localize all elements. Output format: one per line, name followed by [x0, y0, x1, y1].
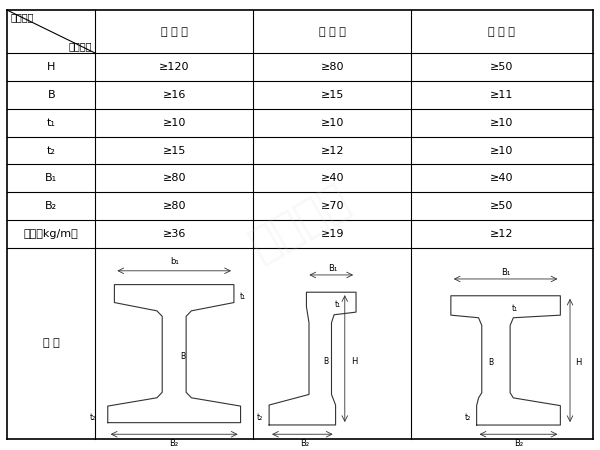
Text: ≥120: ≥120	[159, 62, 190, 72]
Text: B: B	[488, 359, 493, 368]
Text: ≥15: ≥15	[320, 90, 344, 100]
Text: B₂: B₂	[301, 439, 310, 448]
Text: ≥10: ≥10	[163, 118, 186, 128]
Text: B₁: B₁	[501, 268, 510, 277]
Text: B₂: B₂	[514, 439, 523, 448]
Text: ≥10: ≥10	[490, 118, 514, 128]
Text: ≥15: ≥15	[163, 145, 186, 156]
Text: ≥11: ≥11	[490, 90, 514, 100]
Text: ≥40: ≥40	[320, 173, 344, 184]
Text: ≥80: ≥80	[163, 173, 186, 184]
Text: B₂: B₂	[45, 201, 58, 211]
Text: B₁: B₁	[328, 264, 337, 273]
Text: B: B	[47, 90, 55, 100]
Text: 钢梁类别: 钢梁类别	[10, 13, 34, 22]
Text: H: H	[575, 359, 581, 368]
Text: ≥70: ≥70	[320, 201, 344, 211]
Text: 边 梁 钢: 边 梁 钢	[319, 27, 346, 36]
Text: ≥50: ≥50	[490, 201, 514, 211]
Text: ≥12: ≥12	[320, 145, 344, 156]
Text: H: H	[47, 62, 55, 72]
Text: B₁: B₁	[45, 173, 58, 184]
Text: ≥50: ≥50	[490, 62, 514, 72]
Text: t₁: t₁	[512, 304, 518, 313]
Text: 图 例: 图 例	[43, 338, 59, 348]
Text: ≥16: ≥16	[163, 90, 186, 100]
Text: ≥10: ≥10	[320, 118, 344, 128]
Text: t₂: t₂	[89, 413, 96, 422]
Text: ≥80: ≥80	[320, 62, 344, 72]
Text: ≥40: ≥40	[490, 173, 514, 184]
Text: t₁: t₁	[334, 300, 341, 309]
Text: ≥12: ≥12	[490, 229, 514, 239]
Text: 中国路桥: 中国路桥	[243, 177, 357, 268]
Text: B: B	[180, 352, 185, 361]
Text: 质量（kg/m）: 质量（kg/m）	[24, 229, 79, 239]
Text: t₂: t₂	[257, 413, 263, 422]
Text: t₂: t₂	[464, 414, 470, 423]
Text: B: B	[323, 357, 328, 366]
Text: B₂: B₂	[170, 439, 179, 448]
Text: H: H	[351, 357, 357, 366]
Text: b₁: b₁	[170, 257, 179, 266]
Text: ≥36: ≥36	[163, 229, 186, 239]
Text: t₂: t₂	[47, 145, 56, 156]
Text: ≥80: ≥80	[163, 201, 186, 211]
Text: t₁: t₁	[47, 118, 56, 128]
Text: ≥19: ≥19	[320, 229, 344, 239]
Text: ≥10: ≥10	[490, 145, 514, 156]
Text: 断面部位: 断面部位	[68, 41, 92, 51]
Text: t₁: t₁	[240, 292, 246, 301]
Text: 中 梁 钢: 中 梁 钢	[161, 27, 188, 36]
Text: 单 缝 钢: 单 缝 钢	[488, 27, 515, 36]
